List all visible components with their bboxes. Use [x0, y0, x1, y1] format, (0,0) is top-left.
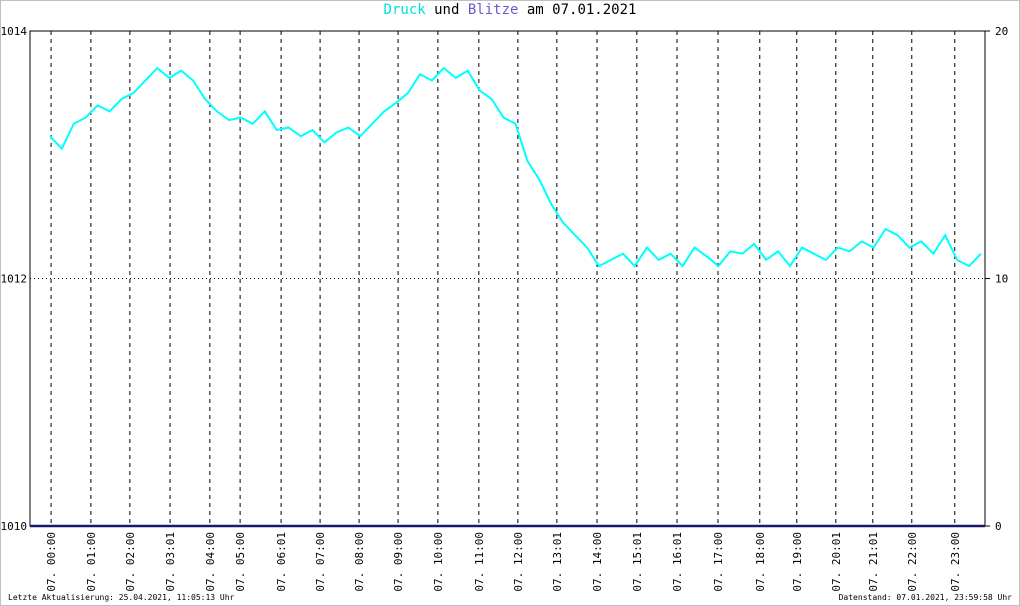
x-tick-label: 07. 11:00 [473, 532, 486, 592]
footer-left: Letzte Aktualisierung: 25.04.2021, 11:05… [8, 593, 235, 602]
y-tick-label: 1012 [1, 273, 28, 286]
x-tick-label: 07. 12:00 [512, 532, 525, 592]
y-tick-label: 1014 [1, 25, 28, 38]
data-line [49, 66, 982, 268]
x-tick-label: 07. 19:00 [791, 532, 804, 592]
x-tick-label: 07. 14:00 [591, 532, 604, 592]
x-tick-label: 07. 17:00 [712, 532, 725, 592]
x-tick-label: 07. 16:01 [671, 532, 684, 592]
x-tick-label: 07. 15:01 [631, 532, 644, 592]
x-tick-label: 07. 02:00 [124, 532, 137, 592]
x-tick-label: 07. 13:01 [551, 532, 564, 592]
title-date: am 07.01.2021 [527, 2, 637, 18]
x-tick-label: 07. 06:01 [275, 532, 288, 592]
x-tick-label: 07. 05:00 [234, 532, 247, 592]
x-tick-label: 07. 20:01 [830, 532, 843, 592]
y-tick-label: 1010 [1, 520, 28, 533]
y2-tick-label: 10 [995, 273, 1008, 286]
x-tick-label: 07. 01:00 [85, 532, 98, 592]
x-tick-label: 07. 03:01 [164, 532, 177, 592]
x-tick-label: 07. 04:00 [204, 532, 217, 592]
footer-right: Datenstand: 07.01.2021, 23:59:58 Uhr [839, 593, 1013, 602]
x-tick-label: 07. 22:00 [906, 532, 919, 592]
y2-tick-label: 20 [995, 25, 1008, 38]
title-series-1: Druck [384, 2, 427, 18]
x-tick-label: 07. 23:00 [949, 532, 962, 592]
x-tick-label: 07. 08:00 [353, 532, 366, 592]
y2-tick-label: 0 [995, 520, 1002, 533]
chart-title: Druck und Blitze am 07.01.2021 [384, 2, 637, 18]
x-tick-label: 07. 21:01 [867, 532, 880, 592]
x-tick-label: 07. 10:00 [432, 532, 445, 592]
x-tick-label: 07. 18:00 [754, 532, 767, 592]
x-tick-label: 07. 09:00 [392, 532, 405, 592]
title-series-2: Blitze [468, 2, 519, 18]
x-tick-label: 07. 07:00 [314, 532, 327, 592]
x-tick-label: 07. 00:00 [45, 532, 58, 592]
title-connector: und [434, 2, 459, 18]
